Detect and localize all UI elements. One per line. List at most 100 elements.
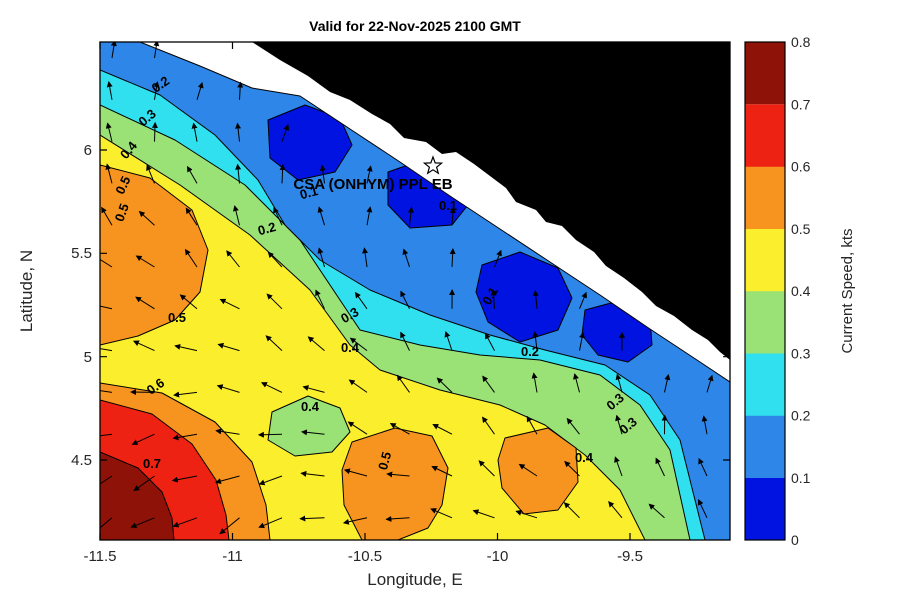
- y-tick-label: 5.5: [71, 245, 92, 262]
- landmass: [252, 42, 730, 360]
- current-direction-arrow: [317, 206, 325, 226]
- current-direction-arrow: [396, 374, 410, 393]
- current-direction-arrow: [151, 121, 158, 142]
- current-direction-arrow: [532, 331, 539, 351]
- current-direction-arrow: [362, 247, 369, 268]
- current-direction-arrow: [105, 163, 113, 184]
- current-direction-arrow: [135, 296, 155, 310]
- current-direction-arrow: [478, 460, 495, 477]
- current-direction-arrow: [196, 81, 204, 100]
- current-direction-arrow: [179, 294, 198, 310]
- current-direction-arrow: [100, 258, 113, 268]
- contour-label: 0.1: [298, 183, 319, 202]
- current-direction-arrow: [432, 424, 453, 435]
- current-direction-arrow: [315, 289, 325, 310]
- colorbar-tick-label: 0.1: [791, 470, 811, 486]
- y-axis-label: Latitude, N: [17, 250, 36, 332]
- current-direction-arrow: [579, 291, 587, 309]
- current-direction-arrow: [608, 501, 623, 519]
- colorbar-tick-label: 0.3: [791, 345, 811, 361]
- contour-patch-darkblue: [267, 104, 353, 181]
- current-direction-arrow: [172, 517, 198, 528]
- current-direction-arrow: [697, 498, 708, 519]
- current-direction-arrow: [482, 375, 495, 393]
- y-tick-label: 6: [84, 142, 92, 159]
- contour-label: 0.5: [168, 310, 186, 325]
- current-direction-arrow: [430, 508, 453, 519]
- current-direction-arrow: [563, 502, 580, 519]
- current-direction-arrow: [191, 122, 198, 142]
- current-direction-arrow: [257, 431, 283, 438]
- current-direction-arrow: [100, 517, 113, 529]
- current-direction-arrow: [389, 423, 410, 435]
- current-direction-arrow: [485, 332, 495, 351]
- y-tick-label: 5: [84, 349, 92, 366]
- current-direction-arrow: [490, 289, 497, 309]
- current-direction-arrow: [132, 340, 155, 352]
- colorbar-tick-label: 0: [791, 532, 799, 548]
- contour-label: 0.1: [439, 198, 457, 213]
- current-direction-arrow: [226, 250, 240, 268]
- current-direction-arrow: [698, 457, 708, 477]
- colorbar-band: [745, 353, 785, 416]
- current-direction-arrow: [366, 165, 373, 184]
- contour-band-darkred: [100, 451, 175, 540]
- contour-label: 0.5: [112, 201, 132, 223]
- current-direction-arrow: [153, 81, 160, 100]
- current-direction-arrow: [482, 416, 495, 435]
- current-direction-arrow: [135, 255, 155, 268]
- current-direction-arrow: [217, 342, 240, 352]
- current-direction-arrow: [343, 468, 368, 477]
- current-direction-arrow: [100, 305, 113, 310]
- colorbar-band: [745, 42, 785, 105]
- axis-ticks: [99, 42, 730, 540]
- contour-label: 0.5: [375, 450, 394, 471]
- current-direction-arrow: [260, 382, 283, 393]
- colorbar-tick-label: 0.5: [791, 221, 811, 237]
- current-direction-arrow: [279, 164, 286, 184]
- contour-band-orange: [497, 427, 579, 515]
- current-direction-arrow: [172, 433, 198, 441]
- current-direction-arrow: [564, 460, 580, 477]
- current-direction-arrow: [100, 475, 113, 485]
- current-direction-arrow: [366, 206, 373, 226]
- current-direction-arrow: [173, 391, 198, 398]
- current-direction-arrow: [526, 415, 538, 435]
- contour-label: 0.4: [575, 450, 594, 465]
- contour-field: [100, 42, 730, 540]
- current-direction-arrow: [402, 248, 410, 268]
- current-direction-arrow: [300, 470, 325, 477]
- current-direction-arrow: [100, 433, 113, 437]
- current-direction-arrow: [701, 415, 708, 435]
- current-direction-arrow: [400, 290, 410, 310]
- current-direction-arrow: [317, 247, 325, 268]
- chart-title: Valid for 22-Nov-2025 2100 GMT: [309, 18, 521, 34]
- current-direction-arrow: [138, 210, 155, 226]
- current-direction-arrow: [105, 122, 113, 142]
- x-tick-label: -10.5: [348, 548, 382, 565]
- current-direction-arrow: [233, 205, 240, 226]
- colorbar: 0 0.1 0.2 0.3 0.4 0.5 0.6 0.7 0.8 Curren…: [744, 34, 856, 548]
- contour-label: 0.4: [341, 340, 360, 355]
- current-direction-arrow: [184, 248, 198, 268]
- current-direction-arrow: [436, 377, 453, 393]
- current-direction-arrow: [449, 248, 456, 268]
- current-direction-arrow: [187, 165, 198, 184]
- current-direction-arrow: [532, 290, 539, 309]
- colorbar-label: Current Speed, kts: [839, 228, 856, 353]
- current-arrows: [100, 42, 714, 535]
- colorbar-tick-label: 0.2: [791, 408, 811, 424]
- colorbar-tick-label: 0.8: [791, 34, 811, 50]
- current-direction-arrow: [215, 475, 240, 484]
- current-direction-arrow: [347, 421, 368, 435]
- current-direction-arrow: [400, 331, 410, 351]
- x-tick-label: -10: [487, 548, 509, 565]
- colorbar-border: [744, 41, 786, 541]
- contour-label: 0.5: [112, 174, 133, 197]
- current-direction-arrow: [515, 509, 538, 519]
- current-direction-arrow: [265, 335, 283, 351]
- current-direction-arrow: [235, 163, 242, 184]
- current-direction-arrow: [281, 124, 290, 142]
- current-direction-arrow: [472, 509, 495, 519]
